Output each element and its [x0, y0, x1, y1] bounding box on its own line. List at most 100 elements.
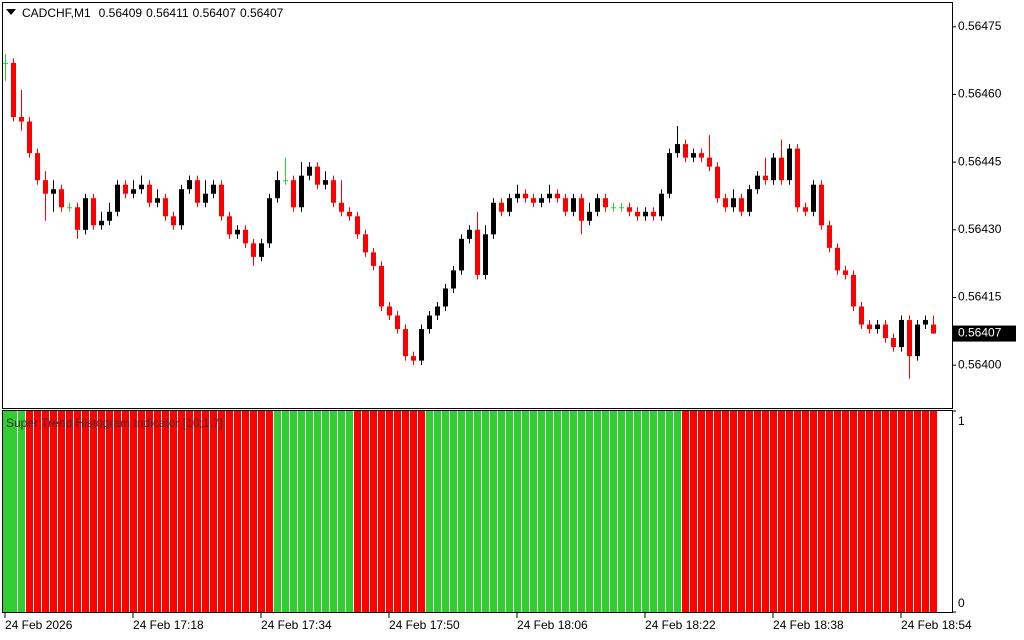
histogram-bar: [722, 411, 729, 612]
x-tick-label: 24 Feb 17:34: [261, 618, 332, 632]
candle-body: [707, 157, 712, 167]
x-tick-label: 24 Feb 18:06: [517, 618, 588, 632]
histogram-bar: [530, 411, 537, 612]
candle-body: [867, 324, 872, 330]
histogram-bar: [586, 411, 593, 612]
histogram-bar: [226, 411, 233, 612]
histogram-bar: [370, 411, 377, 612]
histogram-bar: [426, 411, 433, 612]
histogram-bar: [666, 411, 673, 612]
candle-body: [107, 211, 112, 221]
candle-body: [323, 180, 328, 185]
candle-body: [283, 180, 288, 182]
candle-body: [747, 189, 752, 212]
candle-body: [219, 184, 224, 217]
histogram-bar: [706, 411, 713, 612]
histogram-bar: [450, 411, 457, 612]
histogram-bar: [178, 411, 185, 612]
candle-body: [875, 324, 880, 330]
candle-body: [315, 166, 320, 185]
histogram-bar: [562, 411, 569, 612]
histogram-bar: [802, 411, 809, 612]
histogram-bar: [602, 411, 609, 612]
histogram-bar: [474, 411, 481, 612]
histogram-bar: [194, 411, 201, 612]
candle-body: [539, 198, 544, 203]
candle-body: [603, 198, 608, 208]
candle-body: [411, 356, 416, 361]
histogram-bar: [882, 411, 889, 612]
symbol: CADCHF,M1: [22, 6, 91, 20]
candle-body: [83, 198, 88, 230]
histogram-bar: [266, 411, 273, 612]
histogram-bar: [866, 411, 873, 612]
candle-body: [771, 157, 776, 181]
histogram-bar: [282, 411, 289, 612]
histogram-bar: [810, 411, 817, 612]
histogram-bar: [762, 411, 769, 612]
candle-body: [643, 211, 648, 217]
candle-body: [491, 202, 496, 235]
header-high: 0.56411: [146, 6, 189, 20]
candle-body: [667, 153, 672, 194]
y-tick-label: 0.56400: [958, 357, 1002, 371]
candle-body: [635, 211, 640, 217]
histogram-bar: [906, 411, 913, 612]
candle-body: [331, 180, 336, 203]
histogram-bar: [210, 411, 217, 612]
candle-body: [795, 148, 800, 208]
candle-body: [883, 324, 888, 339]
histogram-bar: [330, 411, 337, 612]
candle-body: [475, 229, 480, 275]
candle-body: [851, 274, 856, 307]
candle-body: [123, 184, 128, 194]
histogram-bar: [410, 411, 417, 612]
histogram-bar: [434, 411, 441, 612]
candle-body: [299, 175, 304, 208]
histogram-bar: [642, 411, 649, 612]
candle-body: [499, 202, 504, 212]
candle-body: [547, 193, 552, 199]
histogram-bar: [202, 411, 209, 612]
candle-body: [515, 193, 520, 199]
candle-body: [467, 229, 472, 239]
histogram-bar: [730, 411, 737, 612]
histogram-bar: [682, 411, 689, 612]
candle-body: [339, 202, 344, 212]
y-tick-label: 0.56430: [958, 222, 1002, 236]
histogram-bar: [466, 411, 473, 612]
candle-body: [859, 306, 864, 325]
candle-body: [483, 234, 488, 275]
candle-body: [235, 229, 240, 235]
candle-body: [67, 207, 72, 209]
histogram-bar: [610, 411, 617, 612]
histogram-bar: [658, 411, 665, 612]
candle-body: [691, 153, 696, 158]
histogram-bar: [114, 411, 121, 612]
price-marker-label: 0.56407: [958, 326, 1002, 340]
candles: [3, 53, 936, 379]
y-tick-label: 0.56415: [958, 290, 1002, 304]
histogram-bar: [234, 411, 241, 612]
histogram-bar: [826, 411, 833, 612]
candle-body: [443, 288, 448, 307]
histogram-bar: [618, 411, 625, 612]
candle-body: [3, 62, 8, 64]
histogram-bar: [514, 411, 521, 612]
menu-triangle[interactable]: [6, 9, 16, 15]
candle-body: [779, 157, 784, 181]
candle-body: [507, 198, 512, 212]
histogram-bar: [122, 411, 129, 612]
histogram-bar: [290, 411, 297, 612]
histogram-bar: [378, 411, 385, 612]
histogram-bar: [250, 411, 257, 612]
histogram-bar: [634, 411, 641, 612]
histogram-bar: [538, 411, 545, 612]
candle-body: [595, 198, 600, 212]
candle-body: [59, 189, 64, 208]
histogram-bar: [898, 411, 905, 612]
candle-body: [227, 216, 232, 235]
candle-body: [427, 315, 432, 330]
histogram-bar: [922, 411, 929, 612]
